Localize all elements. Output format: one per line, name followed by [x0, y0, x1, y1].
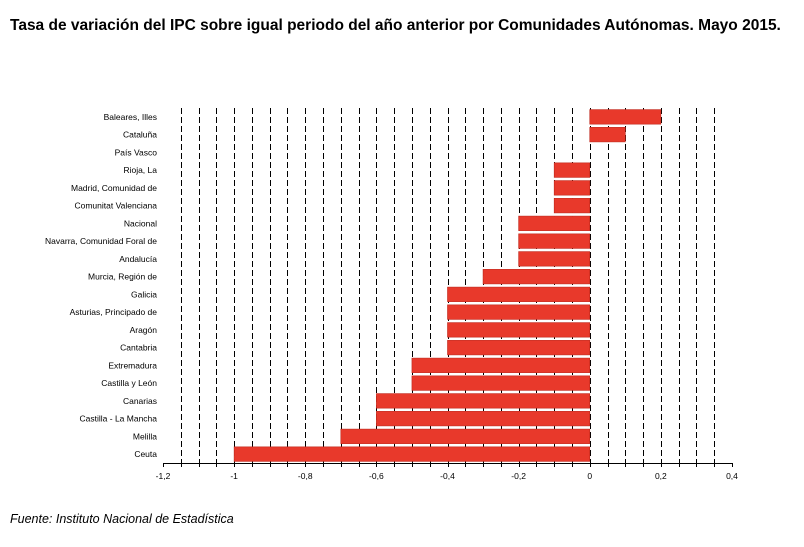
category-label: Asturias, Principado de [70, 307, 158, 317]
bar [589, 109, 662, 125]
x-tick-label: -1 [230, 471, 238, 481]
bar [411, 375, 591, 391]
category-label: Madrid, Comunidad de [71, 183, 157, 193]
category-label: Navarra, Comunidad Foral de [45, 236, 157, 246]
bar [447, 304, 591, 320]
x-tick-label: -1,2 [156, 471, 171, 481]
bar [447, 340, 591, 356]
bar [553, 162, 591, 178]
category-label: Andalucía [119, 254, 157, 264]
bar [376, 411, 591, 427]
bar [553, 180, 591, 196]
x-tick-label: 0,2 [655, 471, 667, 481]
category-labels: Baleares, Illes Cataluña País Vasco Rioja, … [45, 112, 157, 459]
category-label: Baleares, Illes [104, 112, 157, 122]
x-tick-label: -0,8 [298, 471, 313, 481]
category-label: Rioja, La [123, 165, 157, 175]
category-label: Galicia [131, 289, 157, 299]
bar [518, 233, 591, 249]
chart-title: Tasa de variación del IPC sobre igual pe… [10, 17, 781, 34]
bar [447, 286, 591, 302]
bar [233, 446, 591, 462]
bar [376, 393, 591, 409]
category-label: Extremadura [108, 360, 157, 370]
category-label: Canarias [123, 396, 157, 406]
bar [340, 428, 591, 444]
x-axis: -1,2 -1 -0,8 -0,6 -0,4 -0,2 0 0,2 0,4 [156, 463, 738, 481]
category-label: Castilla - La Mancha [80, 414, 158, 424]
bar [589, 127, 626, 143]
bar [518, 215, 591, 231]
bar-chart: -1,2 -1 -0,8 -0,6 -0,4 -0,2 0 0,2 0,4 Baleares, … [45, 108, 738, 481]
bar [447, 322, 591, 338]
category-label: Cataluña [123, 130, 157, 140]
category-label: País Vasco [115, 147, 158, 157]
x-tick-label: -0,2 [511, 471, 526, 481]
category-label: Aragón [130, 325, 158, 335]
x-tick-label: 0,4 [726, 471, 738, 481]
bar [411, 357, 591, 373]
category-label: Murcia, Región de [88, 272, 157, 282]
bar [553, 198, 591, 214]
bars [233, 109, 662, 462]
category-label: Nacional [124, 218, 157, 228]
bar [482, 269, 591, 285]
x-tick-label: -0,6 [369, 471, 384, 481]
x-tick-label: -0,4 [440, 471, 455, 481]
category-label: Comunitat Valenciana [74, 201, 157, 211]
category-label: Ceuta [134, 449, 157, 459]
x-tick-label: 0 [587, 471, 592, 481]
bar [518, 251, 591, 267]
category-label: Cantabria [120, 343, 157, 353]
grid-lines [181, 108, 715, 463]
category-label: Castilla y León [101, 378, 157, 388]
category-label: Melilla [133, 431, 157, 441]
source-note: Fuente: Instituto Nacional de Estadístic… [10, 512, 234, 526]
